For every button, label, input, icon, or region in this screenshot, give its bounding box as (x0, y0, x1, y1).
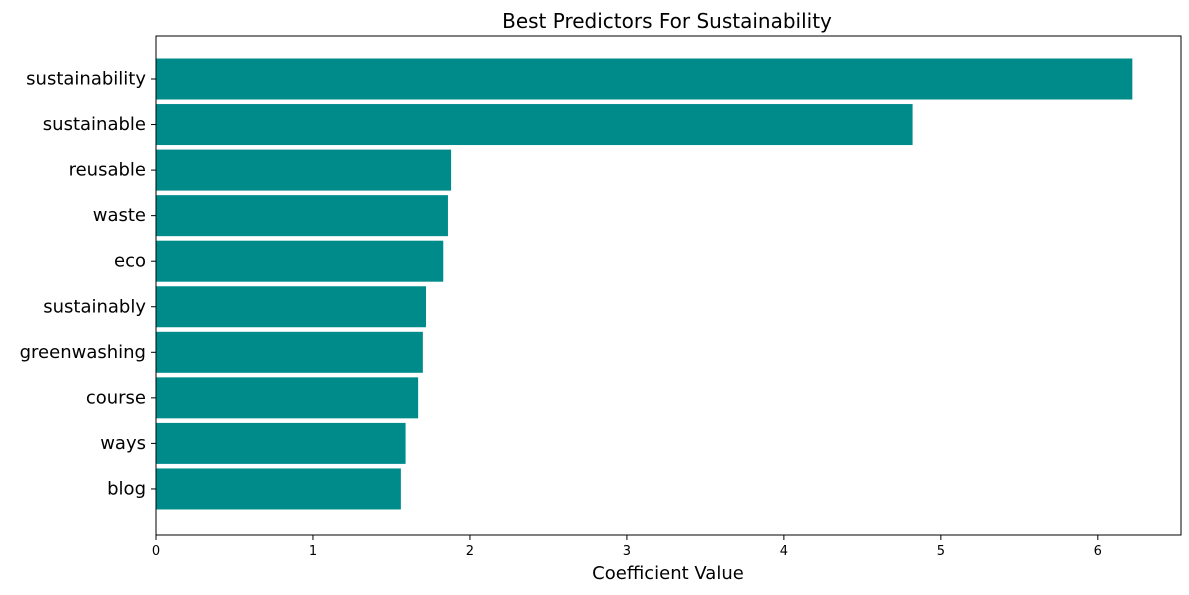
bar-waste (156, 195, 448, 237)
bar-sustainably (156, 286, 426, 328)
bar-sustainability (156, 58, 1133, 100)
y-tick-label: sustainability (26, 69, 146, 90)
y-tick-label: blog (107, 478, 146, 499)
y-tick-label: course (86, 387, 146, 408)
x-tick-label: 4 (780, 544, 788, 559)
x-tick-label: 0 (152, 544, 160, 559)
x-tick-label: 2 (466, 544, 474, 559)
bar-reusable (156, 149, 452, 191)
x-tick-label: 6 (1094, 544, 1102, 559)
y-tick-label: eco (114, 251, 146, 272)
bar-eco (156, 240, 444, 282)
x-axis-label: Coefficient Value (592, 563, 744, 584)
bar-ways (156, 422, 406, 464)
y-tick-label: ways (100, 433, 146, 454)
y-tick-label: sustainable (43, 114, 146, 135)
bar-blog (156, 468, 401, 510)
bar-greenwashing (156, 331, 423, 373)
x-tick-label: 5 (937, 544, 945, 559)
y-tick-label: sustainably (43, 296, 146, 317)
bar-course (156, 377, 419, 419)
bar-sustainable (156, 104, 913, 146)
x-tick-label: 1 (309, 544, 317, 559)
plot-frame (155, 35, 1182, 536)
y-tick-label: waste (93, 205, 146, 226)
y-tick-label: reusable (69, 160, 146, 181)
chart-title: Best Predictors For Sustainability (502, 9, 832, 33)
x-tick-label: 3 (623, 544, 631, 559)
y-tick-label: greenwashing (20, 342, 146, 363)
